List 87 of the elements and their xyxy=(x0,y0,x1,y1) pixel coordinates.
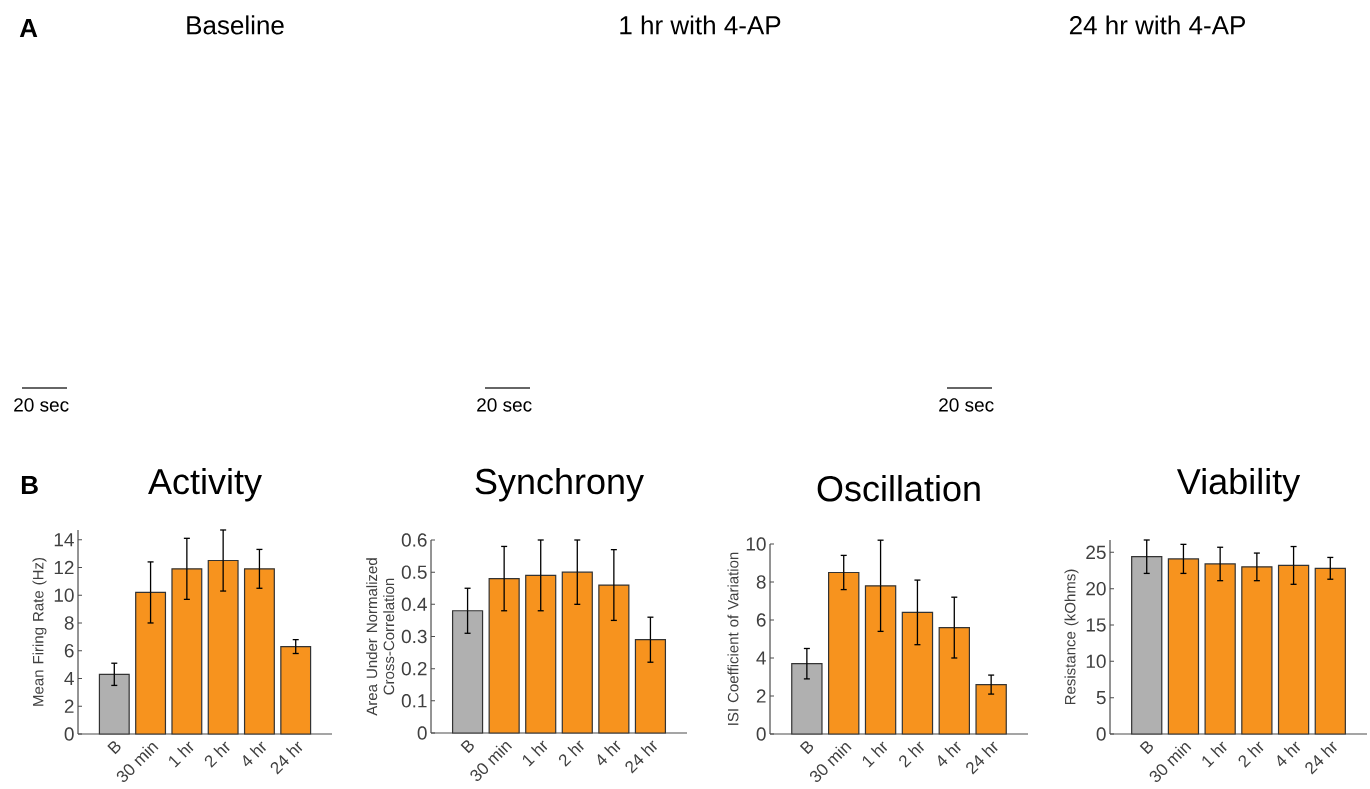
y-tick-label: 0 xyxy=(1096,727,1106,741)
text: B xyxy=(21,476,38,495)
y-tick-label: 0.4 xyxy=(401,597,427,612)
y-tick-label: 0 xyxy=(417,726,427,740)
y-tick-label: 0 xyxy=(64,727,74,741)
y-tick-label: 0.6 xyxy=(401,533,427,547)
x-tick-label: 2 hr xyxy=(1238,741,1264,768)
y-tick-label: 4 xyxy=(64,672,74,686)
x-tick-label: B xyxy=(107,741,121,755)
bar xyxy=(280,646,312,735)
x-tick-label: 24 hr xyxy=(966,741,998,775)
bar xyxy=(901,611,934,735)
y-tick-label: 8 xyxy=(64,616,74,630)
x-tick-label: B xyxy=(1139,741,1153,755)
chart-title: Viability xyxy=(1176,468,1301,502)
y-tick-label: 2 xyxy=(756,689,766,703)
bar xyxy=(1314,567,1346,735)
x-tick-label: B xyxy=(460,740,474,754)
y-tick-label: 2 xyxy=(64,699,74,714)
bar xyxy=(451,610,484,734)
y-tick-label: 10 xyxy=(54,588,74,603)
chart-title: Oscillation xyxy=(817,475,980,502)
text: 24 hr with 4-AP xyxy=(1069,15,1245,35)
text: Baseline xyxy=(187,15,284,35)
bar xyxy=(864,585,897,735)
text: 1 hr with 4-AP xyxy=(620,15,781,35)
y-tick-label: 8 xyxy=(756,575,766,589)
y-axis-title: Mean Firing Rate (Hz) xyxy=(32,558,47,706)
bar xyxy=(938,627,970,735)
y-tick-label: 0.1 xyxy=(401,694,427,708)
x-tick-label: 1 hr xyxy=(169,741,194,768)
text: 20 sec xyxy=(939,398,994,412)
x-tick-label: 1 hr xyxy=(522,740,548,767)
bar xyxy=(828,572,860,735)
x-tick-label: 2 hr xyxy=(204,741,230,768)
x-tick-label: 4 hr xyxy=(597,740,621,766)
y-tick-label: 0.2 xyxy=(401,662,427,676)
bar xyxy=(598,584,630,734)
x-tick-label: 4 hr xyxy=(938,741,961,767)
chart-title: Synchrony xyxy=(475,468,644,502)
bar xyxy=(243,568,275,735)
bar xyxy=(791,663,823,735)
bar xyxy=(1204,563,1236,735)
x-tick-label: 24 hr xyxy=(270,741,303,775)
x-tick-label: B xyxy=(799,741,814,755)
bar xyxy=(525,574,557,734)
y-tick-label: 15 xyxy=(1086,618,1106,632)
bar xyxy=(98,673,130,735)
bar xyxy=(1241,566,1273,735)
x-tick-label: 2 hr xyxy=(899,741,925,768)
x-tick-label: 1 hr xyxy=(1202,741,1227,768)
x-tick-label: 24 hr xyxy=(625,740,658,774)
bar xyxy=(561,571,593,734)
bar xyxy=(1131,556,1163,735)
bar xyxy=(1277,565,1310,735)
y-tick-label: 0.3 xyxy=(401,629,427,644)
bar xyxy=(171,568,203,735)
x-tick-label: 4 hr xyxy=(243,741,267,767)
bar xyxy=(634,639,667,734)
y-axis-title: Resistance (kOhms) xyxy=(1064,569,1079,705)
text: 20 sec xyxy=(14,398,69,412)
x-tick-label: 2 hr xyxy=(558,740,584,767)
x-tick-label: 24 hr xyxy=(1305,741,1337,775)
y-axis-title: Area Under Normalized Cross-Correlation xyxy=(366,558,395,716)
bar xyxy=(207,560,239,735)
y-tick-label: 20 xyxy=(1086,582,1106,596)
bar xyxy=(975,684,1007,735)
x-tick-label: 1 hr xyxy=(862,741,888,768)
bar xyxy=(135,592,167,735)
y-tick-label: 0.5 xyxy=(401,565,427,580)
y-tick-label: 14 xyxy=(54,533,74,547)
text: 20 sec xyxy=(477,398,532,412)
y-tick-label: 12 xyxy=(54,561,74,575)
y-tick-label: 10 xyxy=(1086,654,1106,669)
y-tick-label: 25 xyxy=(1086,545,1106,560)
y-tick-label: 10 xyxy=(746,537,766,551)
y-tick-label: 6 xyxy=(64,644,74,658)
y-tick-label: 4 xyxy=(756,651,766,665)
y-tick-label: 6 xyxy=(756,613,766,627)
x-tick-label: 4 hr xyxy=(1277,741,1301,767)
bar xyxy=(488,578,520,734)
y-axis-title: ISI Coefficient of Variation xyxy=(727,552,739,726)
bar xyxy=(1167,558,1200,735)
y-tick-label: 0 xyxy=(756,727,766,741)
y-tick-label: 5 xyxy=(1096,691,1106,705)
text: A xyxy=(19,19,38,38)
chart-title: Activity xyxy=(148,468,262,502)
